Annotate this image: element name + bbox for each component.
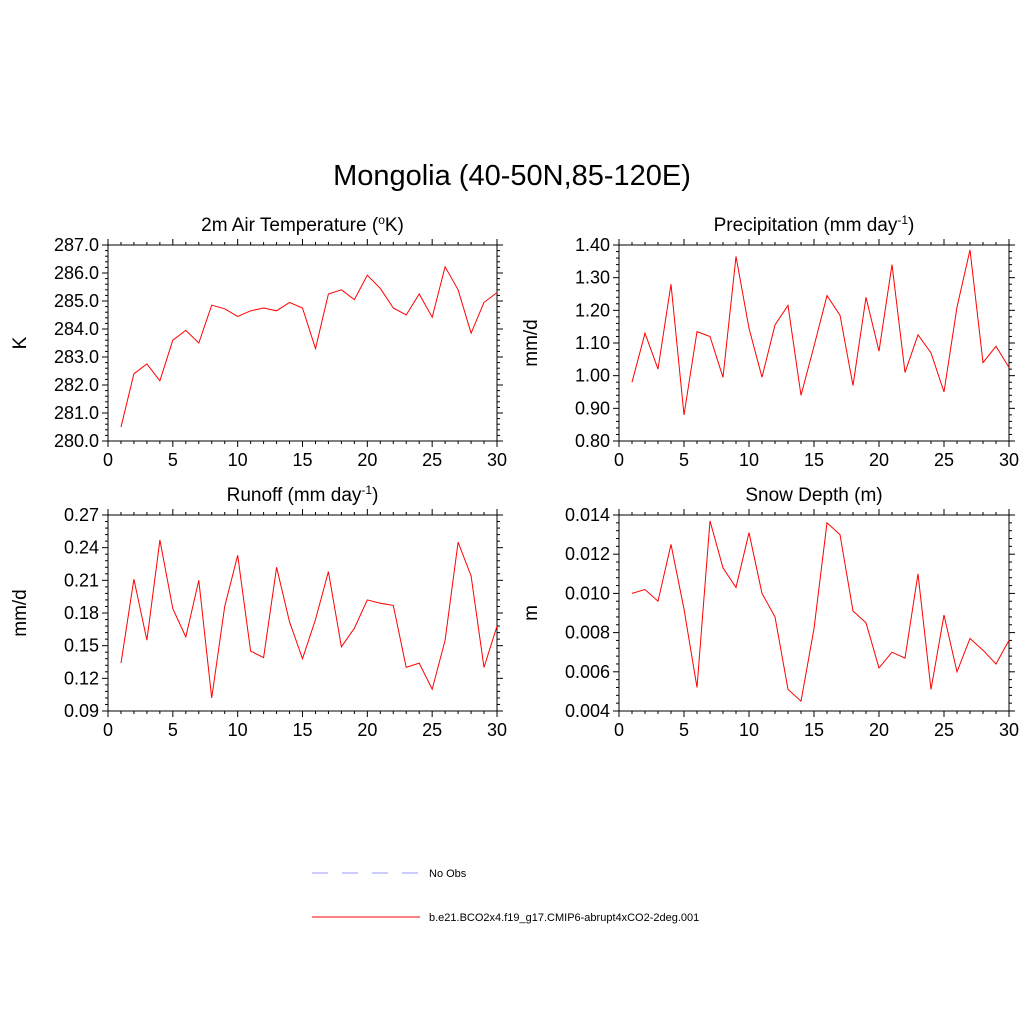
air-temperature-ylabel: K bbox=[10, 336, 31, 349]
air-temperature-ytick-label: 287.0 bbox=[54, 235, 99, 255]
legend-label-1: b.e21.BCO2x4.f19_g17.CMIP6-abrupt4xCO2-2… bbox=[429, 912, 699, 924]
runoff-xtick-label: 10 bbox=[228, 720, 248, 740]
runoff-ytick-label: 0.18 bbox=[64, 603, 99, 623]
precipitation-ytick-label: 1.40 bbox=[575, 235, 610, 255]
runoff-title: Runoff (mm day-1) bbox=[227, 483, 379, 506]
precipitation-ytick-label: 1.00 bbox=[575, 366, 610, 386]
air-temperature-xtick-label: 10 bbox=[228, 450, 248, 470]
precipitation-xtick-label: 5 bbox=[679, 450, 689, 470]
runoff-ytick-label: 0.27 bbox=[64, 505, 99, 525]
runoff-ticks bbox=[102, 509, 503, 717]
air-temperature-ytick-label: 285.0 bbox=[54, 291, 99, 311]
runoff-xtick-label: 15 bbox=[292, 720, 312, 740]
precipitation-ytick-label: 1.10 bbox=[575, 333, 610, 353]
runoff-frame bbox=[107, 514, 498, 712]
snow-depth-xtick-label: 10 bbox=[739, 720, 759, 740]
snow-depth-ytick-label: 0.008 bbox=[565, 623, 610, 643]
snow-depth-xtick-label: 25 bbox=[934, 720, 954, 740]
precipitation-xtick-label: 25 bbox=[934, 450, 954, 470]
air-temperature-xtick-label: 5 bbox=[168, 450, 178, 470]
air-temperature-ytick-label: 280.0 bbox=[54, 431, 99, 451]
air-temperature-ytick-label: 282.0 bbox=[54, 375, 99, 395]
precipitation-title: Precipitation (mm day-1) bbox=[714, 213, 915, 236]
runoff-xtick-label: 25 bbox=[422, 720, 442, 740]
precipitation-xtick-label: 0 bbox=[614, 450, 624, 470]
precipitation-ytick-label: 0.90 bbox=[575, 398, 610, 418]
panel-snow-depth: 0 5 10 15 20 25 30 0.004 0.006 0.008 0.010 0.012 0.0… bbox=[521, 485, 1019, 740]
air-temperature-ytick-label: 286.0 bbox=[54, 263, 99, 283]
snow-depth-ytick-label: 0.004 bbox=[565, 701, 610, 721]
main-title: Mongolia (40-50N,85-120E) bbox=[333, 160, 691, 192]
snow-depth-series-line bbox=[631, 520, 1010, 703]
snow-depth-ytick-label: 0.014 bbox=[565, 505, 610, 525]
air-temperature-frame bbox=[107, 244, 498, 442]
snow-depth-ytick-label: 0.006 bbox=[565, 662, 610, 682]
air-temperature-xtick-label: 25 bbox=[422, 450, 442, 470]
snow-depth-ytick-label: 0.010 bbox=[565, 583, 610, 603]
air-temperature-title: 2m Air Temperature (oK) bbox=[201, 213, 404, 236]
precipitation-ytick-label: 1.30 bbox=[575, 268, 610, 288]
snow-depth-xtick-label: 5 bbox=[679, 720, 689, 740]
air-temperature-xtick-label: 30 bbox=[487, 450, 507, 470]
air-temperature-xtick-label: 20 bbox=[357, 450, 377, 470]
snow-depth-xtick-label: 30 bbox=[999, 720, 1019, 740]
runoff-xtick-label: 30 bbox=[487, 720, 507, 740]
air-temperature-ticks bbox=[102, 239, 503, 447]
legend: No Obs b.e21.BCO2x4.f19_g17.CMIP6-abrupt4… bbox=[312, 868, 699, 924]
air-temperature-ytick-label: 284.0 bbox=[54, 319, 99, 339]
runoff-xtick-label: 20 bbox=[357, 720, 377, 740]
runoff-ytick-label: 0.15 bbox=[64, 636, 99, 656]
panel-air-temperature: 0 5 10 15 20 25 30 280.0 281.0 282.0 283.0 284.0 285… bbox=[10, 213, 507, 470]
snow-depth-ylabel: m bbox=[521, 605, 542, 621]
runoff-xtick-label: 5 bbox=[168, 720, 178, 740]
runoff-ytick-label: 0.09 bbox=[64, 701, 99, 721]
snow-depth-xtick-label: 15 bbox=[804, 720, 824, 740]
precipitation-xtick-label: 20 bbox=[869, 450, 889, 470]
runoff-series-line bbox=[120, 539, 498, 698]
precipitation-frame bbox=[618, 244, 1010, 442]
precipitation-ytick-label: 0.80 bbox=[575, 431, 610, 451]
precipitation-xtick-label: 15 bbox=[804, 450, 824, 470]
precipitation-ytick-label: 1.20 bbox=[575, 300, 610, 320]
snow-depth-ytick-label: 0.012 bbox=[565, 544, 610, 564]
runoff-xtick-label: 0 bbox=[103, 720, 113, 740]
air-temperature-ytick-label: 283.0 bbox=[54, 347, 99, 367]
panel-precipitation: 0 5 10 15 20 25 30 0.80 0.90 1.00 1.10 1.20 1.30 1.40… bbox=[521, 213, 1019, 470]
runoff-ytick-label: 0.21 bbox=[64, 570, 99, 590]
snow-depth-xtick-label: 0 bbox=[614, 720, 624, 740]
snow-depth-title: Snow Depth (m) bbox=[745, 485, 882, 506]
runoff-ylabel: mm/d bbox=[10, 589, 31, 637]
precipitation-xtick-label: 30 bbox=[999, 450, 1019, 470]
air-temperature-xtick-label: 0 bbox=[103, 450, 113, 470]
precipitation-series-line bbox=[631, 249, 1010, 415]
precipitation-ticks bbox=[613, 239, 1015, 447]
snow-depth-frame bbox=[618, 514, 1010, 712]
snow-depth-xtick-label: 20 bbox=[869, 720, 889, 740]
snow-depth-ticks bbox=[613, 509, 1015, 717]
precipitation-ylabel: mm/d bbox=[521, 319, 542, 367]
air-temperature-series-line bbox=[120, 265, 498, 428]
legend-label-0: No Obs bbox=[429, 868, 467, 880]
panel-runoff: 0 5 10 15 20 25 30 0.09 0.12 0.15 0.18 0.21 0.24 0.27… bbox=[10, 483, 507, 740]
air-temperature-xtick-label: 15 bbox=[292, 450, 312, 470]
runoff-ytick-label: 0.12 bbox=[64, 668, 99, 688]
runoff-ytick-label: 0.24 bbox=[64, 538, 99, 558]
precipitation-xtick-label: 10 bbox=[739, 450, 759, 470]
air-temperature-ytick-label: 281.0 bbox=[54, 403, 99, 423]
